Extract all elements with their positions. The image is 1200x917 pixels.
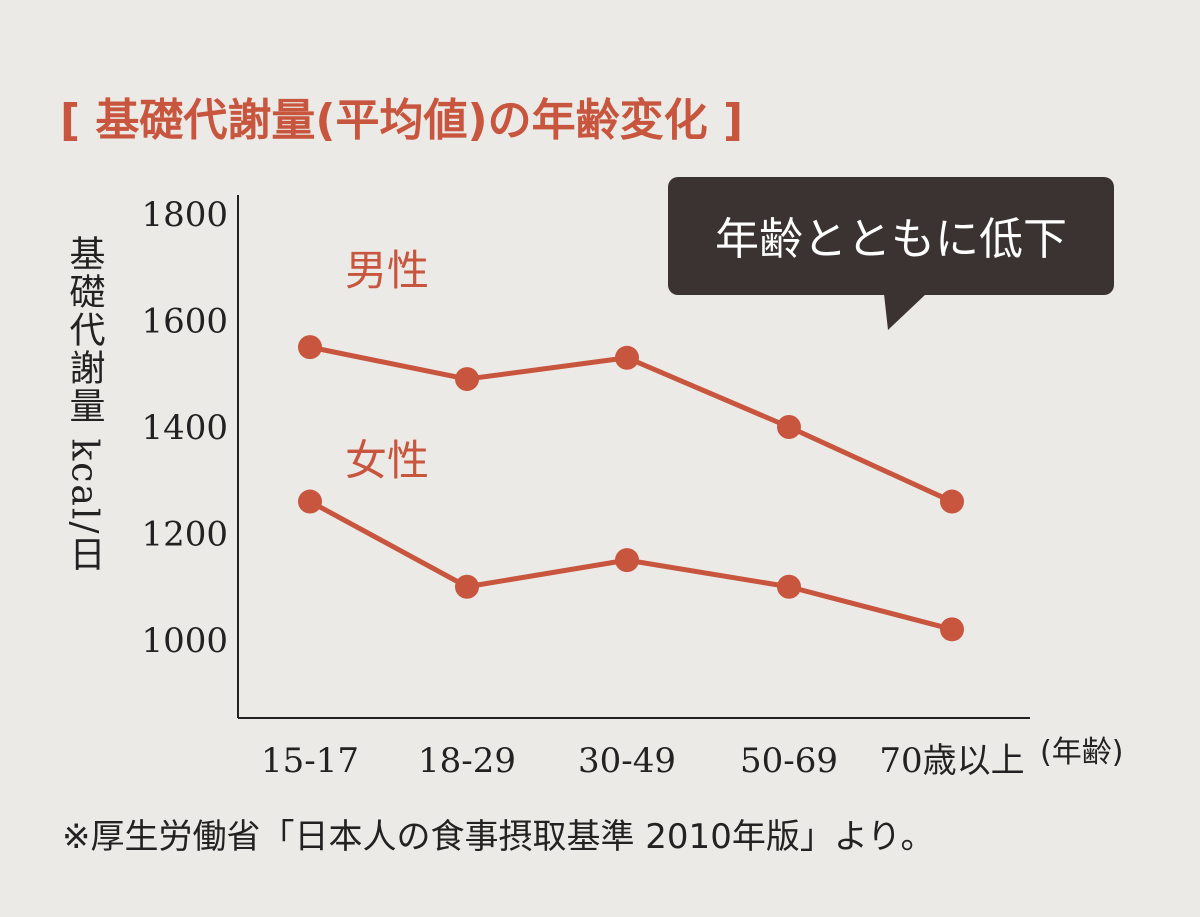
series-label: 女性 [345,436,429,485]
y-tick-label: 1200 [141,515,228,555]
y-axis-label: 基礎代謝量 kcal/日 [64,235,106,574]
y-tick-labels: 1000 1200 1400 1600 1800 [141,195,228,661]
data-point [298,335,322,360]
data-point [455,574,479,599]
x-tick-label: 30-49 [578,741,676,781]
data-point [940,489,964,514]
callout-text: 年齢とともに低下 [715,214,1067,265]
x-tick-labels: 15-17 18-29 30-49 50-69 70歳以上 [261,741,1025,781]
callout-bubble: 年齢とともに低下 [668,177,1114,330]
data-point [777,415,801,439]
y-tick-label: 1800 [141,195,228,235]
series-label: 男性 [345,246,429,295]
data-point [615,345,639,370]
data-point [455,367,479,392]
y-tick-label: 1000 [141,621,228,661]
data-point [940,617,964,642]
x-tick-label: 50-69 [740,741,838,781]
source-note: ※厚生労働省「日本人の食事摂取基準 2010年版」より。 [62,817,934,857]
y-tick-label: 1600 [141,302,228,342]
data-point [298,489,322,514]
series-layer [298,335,964,642]
x-axis-label: (年齢) [1040,735,1123,770]
x-tick-label: 70歳以上 [879,741,1024,781]
data-point [615,548,639,573]
chart-title: [ 基礎代謝量(平均値)の年齢変化 ] [60,95,743,146]
y-tick-label: 1400 [141,408,228,448]
callout-box [668,177,1114,295]
x-tick-label: 15-17 [261,741,359,781]
x-tick-label: 18-29 [418,741,516,781]
callout-pointer [884,294,926,330]
data-point [777,574,801,599]
